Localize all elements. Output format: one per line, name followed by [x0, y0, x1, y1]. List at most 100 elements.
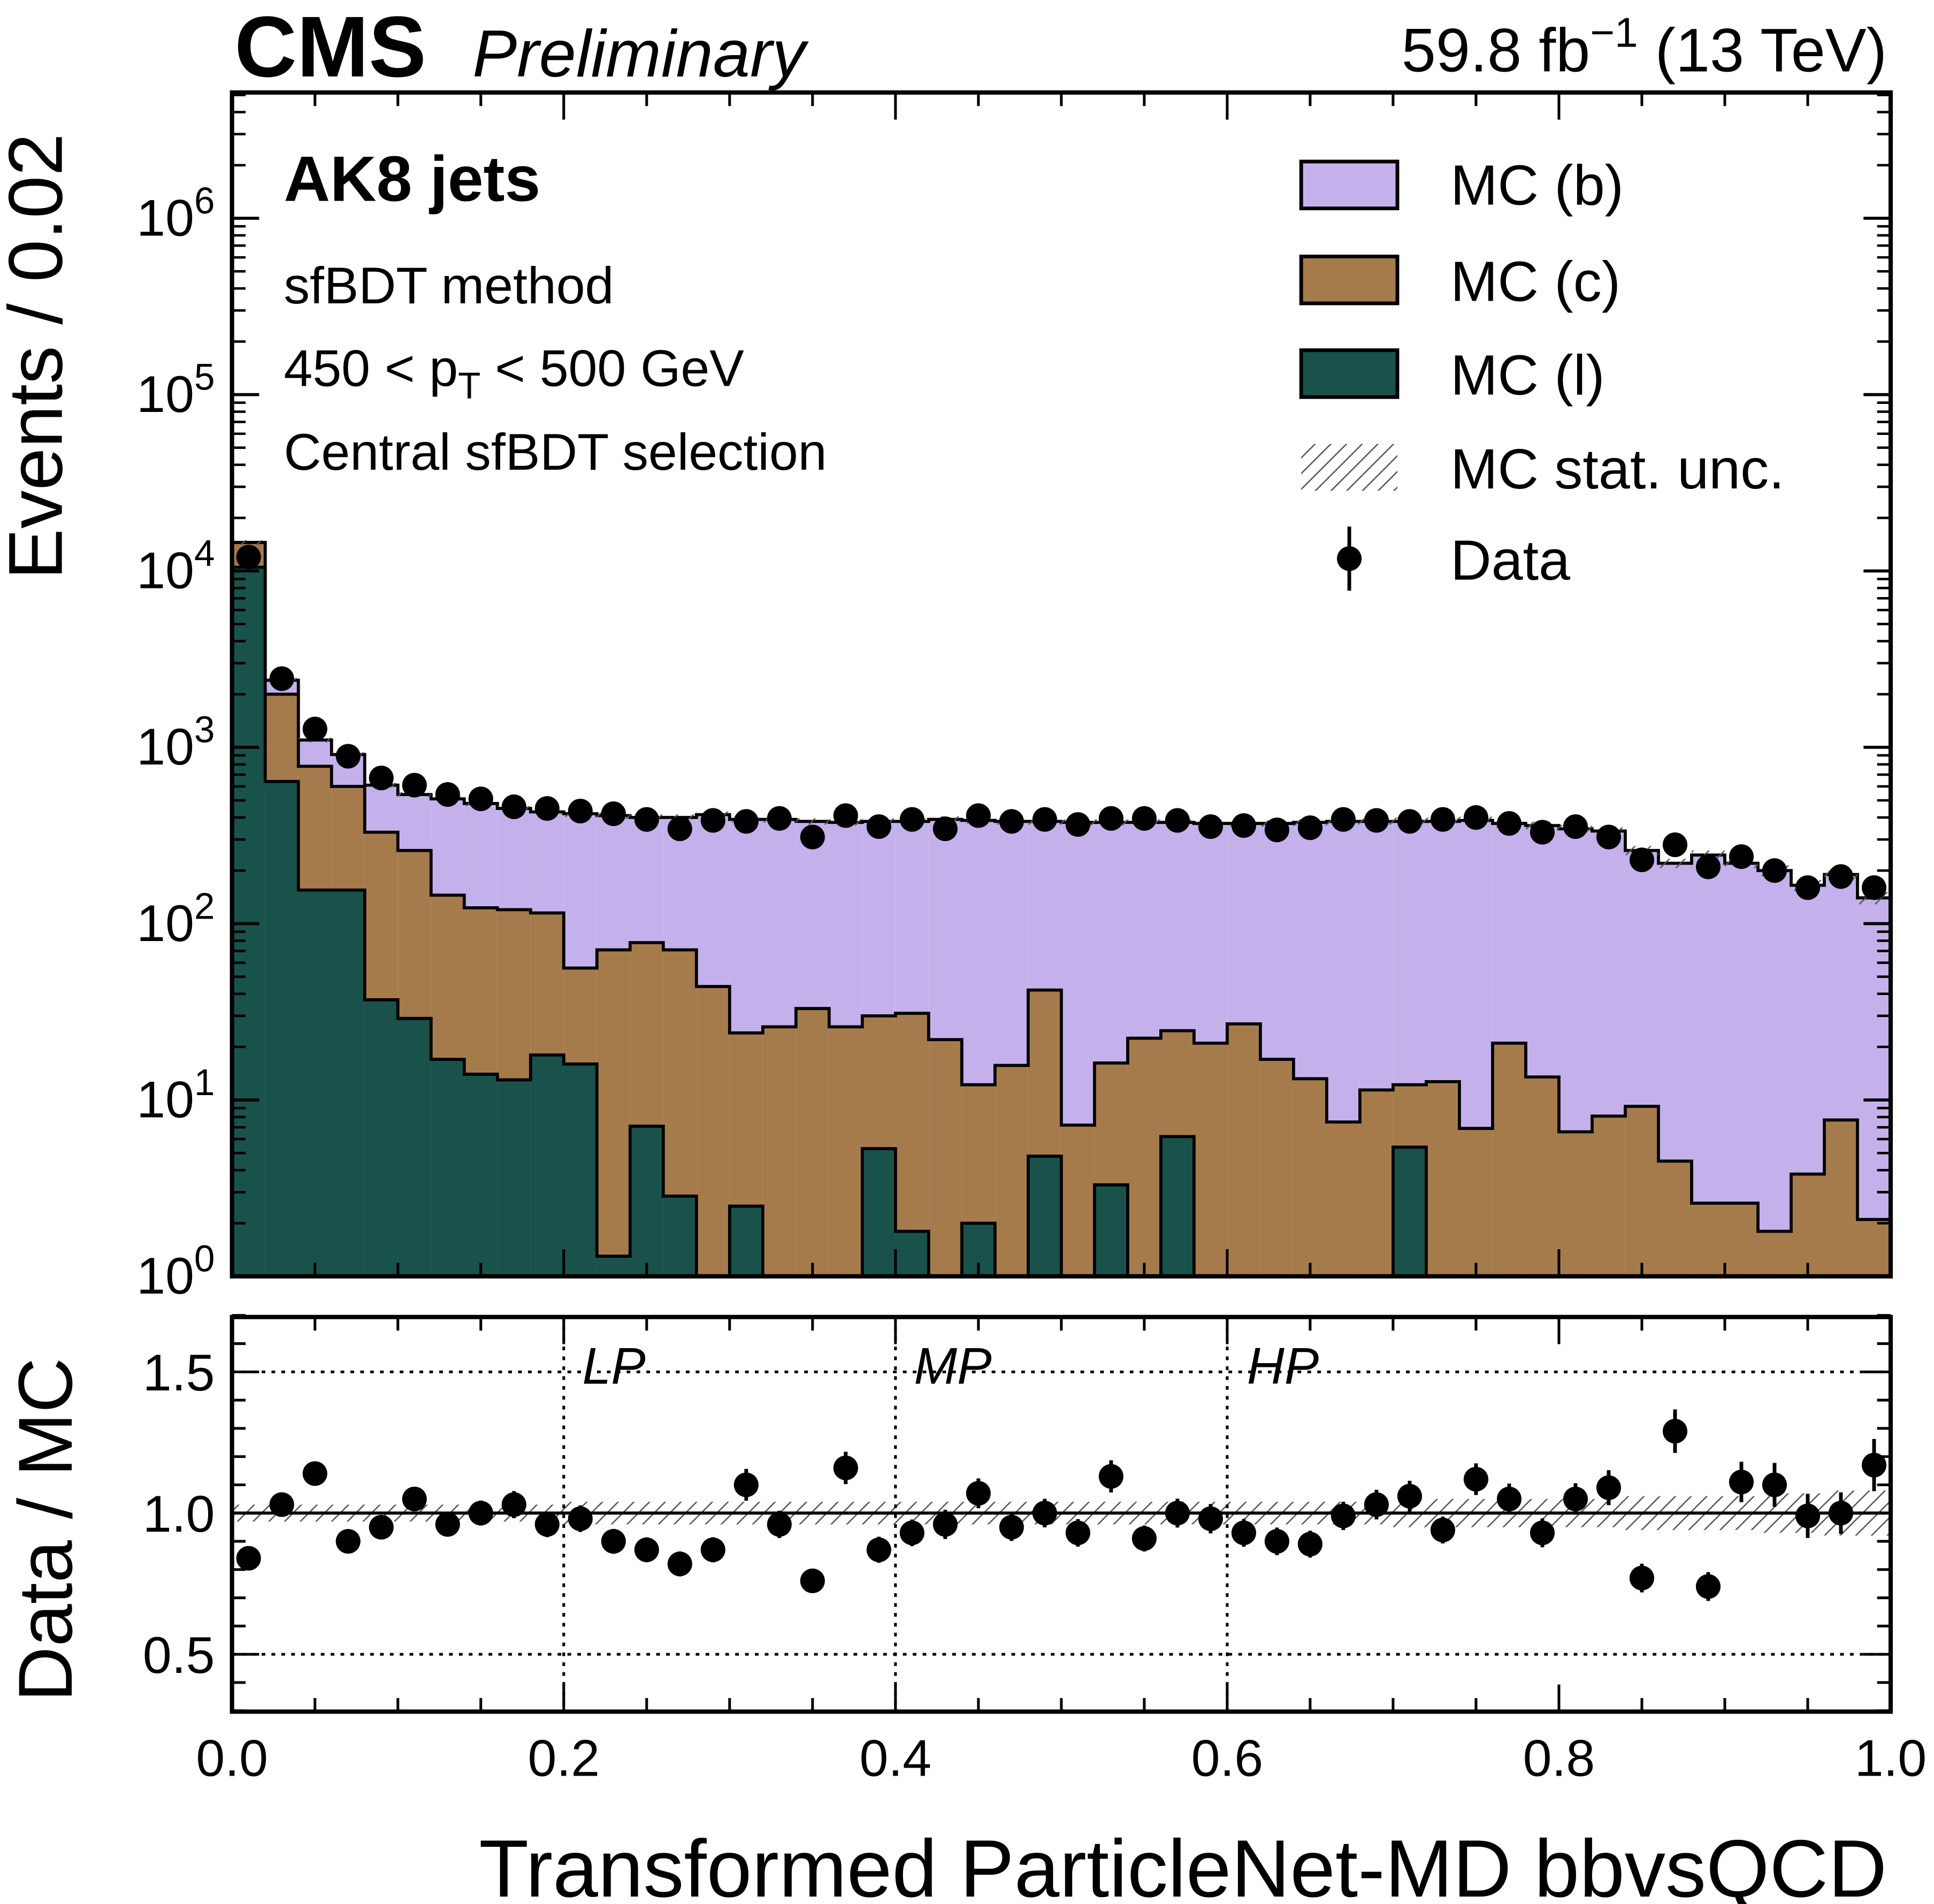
ratio-point	[1795, 1503, 1821, 1528]
legend-label-mc-c: MC (c)	[1450, 250, 1620, 313]
hist-bar-mc-l	[497, 1080, 531, 1276]
ratio-point	[733, 1472, 759, 1497]
hist-bar-mc-l	[630, 1126, 663, 1276]
hist-bar-mc-l	[331, 890, 365, 1276]
ratio-point	[1828, 1501, 1854, 1526]
hist-bar-mc-l	[232, 567, 265, 1276]
data-point	[667, 816, 692, 842]
hist-bar-mc-l	[1393, 1147, 1426, 1276]
ratio-point	[999, 1515, 1024, 1540]
data-point	[866, 814, 891, 839]
ratio-point	[1098, 1464, 1123, 1489]
hist-bar-mc-l	[298, 890, 332, 1276]
ratio-point	[1165, 1501, 1190, 1526]
data-point	[999, 809, 1024, 834]
x-axis-label: Transformed ParticleNet-MD bbvsQCD	[479, 1823, 1887, 1904]
hist-bar-mc-c	[1691, 1203, 1725, 1276]
data-point	[800, 824, 825, 850]
ratio-point	[236, 1546, 261, 1571]
hist-bar-mc-l	[729, 1206, 763, 1276]
y-tick-label: 104	[136, 532, 215, 599]
legend-data-marker	[1337, 546, 1362, 571]
hist-bar-mc-c	[1625, 1106, 1658, 1276]
hist-bar-mc-c	[928, 1039, 962, 1276]
ratio-point	[1264, 1529, 1289, 1554]
selection-label: Central sfBDT selection	[284, 423, 827, 481]
ratio-point	[302, 1461, 327, 1486]
data-point	[966, 803, 991, 828]
mc-stat-unc-band	[1658, 859, 1692, 868]
data-point	[1729, 844, 1754, 869]
hist-bar-mc-c	[1791, 1174, 1824, 1276]
ratio-point	[1364, 1492, 1389, 1517]
hist-bar-mc-l	[895, 1231, 929, 1276]
hist-bar-mc-l	[663, 1196, 697, 1276]
ratio-point	[1762, 1472, 1787, 1497]
hist-bar-mc-c	[1227, 1023, 1260, 1276]
data-point	[1463, 805, 1488, 830]
ratio-point	[667, 1551, 692, 1577]
data-point	[634, 807, 659, 832]
cms-label: CMS	[234, 0, 426, 95]
hist-bar-mc-b	[1757, 870, 1791, 1276]
mc-stat-unc-band	[232, 540, 265, 545]
hist-bar-mc-c	[1525, 1077, 1559, 1276]
main-histogram-panel: 100 101 102 103 104 105 106 Events / 0.02 AK8 …	[0, 90, 1893, 1712]
ratio-point	[866, 1537, 891, 1562]
data-point	[302, 716, 327, 741]
hist-bar-mc-c	[1724, 1203, 1758, 1276]
data-point	[1065, 812, 1090, 837]
legend-swatch-mc-l	[1299, 348, 1400, 399]
ratio-point	[634, 1537, 659, 1562]
data-point	[1430, 807, 1455, 832]
y-tick-label: 101	[136, 1061, 215, 1128]
hist-bar-mc-l	[364, 999, 398, 1276]
ratio-point	[1563, 1486, 1588, 1511]
main-y-axis-label: Events / 0.02	[0, 133, 79, 579]
hist-bar-mc-l	[1160, 1136, 1194, 1276]
hist-bar-mc-l	[1028, 1156, 1061, 1276]
preliminary-label: Preliminary	[472, 17, 809, 91]
ratio-point	[1132, 1526, 1157, 1551]
ratio-point	[1397, 1484, 1422, 1509]
ratio-point	[601, 1529, 626, 1554]
region-label-mp: MP	[914, 1336, 991, 1395]
method-label: sfBDT method	[284, 256, 614, 315]
hist-bar-mc-l	[862, 1148, 896, 1276]
hist-bar-mc-l	[464, 1074, 498, 1276]
ratio-y-tick-label: 1.0	[143, 1485, 215, 1543]
legend-label-mc-l: MC (l)	[1450, 344, 1605, 407]
data-point	[435, 782, 460, 807]
hist-bar-mc-c	[1293, 1079, 1327, 1276]
ratio-point	[335, 1529, 361, 1554]
hist-outline-mc-l	[232, 565, 1428, 1276]
ratio-point	[1729, 1470, 1754, 1495]
data-point	[1530, 820, 1555, 845]
pt-range-label: 450 < pT < 500 GeV	[284, 339, 745, 406]
legend: MC (b) MC (c) MC (l) MC stat. unc. Data	[1299, 154, 1785, 592]
data-point	[468, 786, 493, 812]
hist-bar-mc-c	[1326, 1122, 1360, 1276]
ratio-y-axis-label: Data / MC	[3, 1358, 88, 1702]
y-tick-label: 103	[136, 709, 215, 776]
hist-bar-mc-c	[1757, 1231, 1791, 1276]
data-point	[932, 816, 958, 842]
y-tick-label: 106	[136, 180, 215, 247]
hist-bar-mc-c	[696, 987, 730, 1276]
ratio-point	[269, 1492, 294, 1517]
data-point	[767, 806, 792, 831]
hist-bar-mc-c	[1824, 1120, 1857, 1276]
hist-bar-mc-c	[1194, 1043, 1227, 1276]
hist-bar-mc-l	[597, 1256, 630, 1276]
ratio-point	[1629, 1565, 1654, 1591]
data-point	[1165, 808, 1190, 833]
hist-bar-mc-l	[530, 1054, 564, 1276]
hist-bar-mc-c	[1492, 1043, 1526, 1276]
data-point	[1861, 875, 1887, 900]
ratio-panel: 0.5 1.0 1.5 0.0 0.2 0.4 0.6 0.8 1.0 Data / MC LP…	[3, 1314, 1927, 1904]
y-tick-label: 100	[136, 1238, 215, 1305]
ratio-point	[1496, 1486, 1522, 1511]
data-point	[1132, 806, 1157, 831]
legend-swatch-mc-b	[1299, 159, 1400, 211]
